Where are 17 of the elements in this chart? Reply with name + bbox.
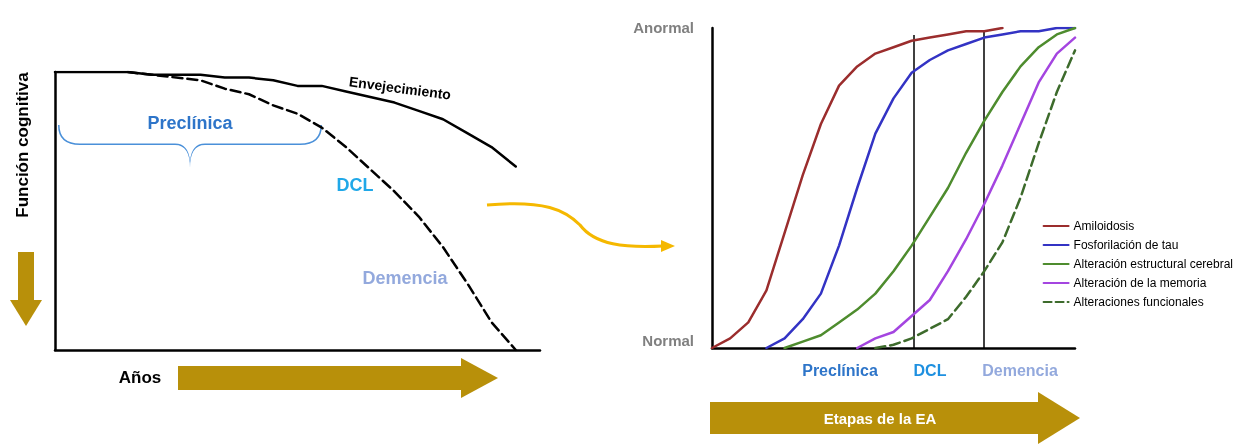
text: Normal — [642, 331, 694, 349]
legend-label: Fosforilación de tau — [1073, 238, 1179, 252]
x-axis-title: Etapas de la EA — [823, 409, 937, 427]
text: Demencia — [982, 361, 1058, 379]
legend-label: Amiloidosis — [1073, 219, 1135, 233]
annotation: Preclínica — [147, 113, 234, 133]
legend-label: Alteración estructural cerebral — [1073, 257, 1233, 271]
annotation: Envejecimiento — [348, 73, 452, 103]
y-axis-title: Función cognitiva — [12, 71, 32, 218]
annotation: DCL — [336, 175, 374, 195]
text: Preclínica — [802, 361, 878, 379]
text: Anormal — [633, 18, 694, 36]
x-axis-title: Años — [118, 367, 162, 387]
legend-label: Alteraciones funcionales — [1073, 295, 1204, 309]
text: DCL — [913, 361, 947, 379]
legend-label: Alteración de la memoria — [1073, 276, 1207, 290]
annotation: Demencia — [362, 268, 449, 288]
